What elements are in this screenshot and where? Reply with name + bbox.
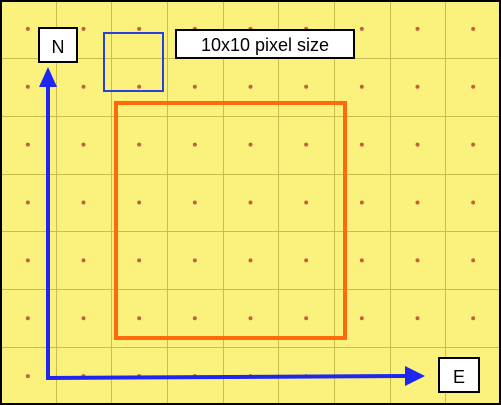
pixel-center-dot	[304, 258, 309, 263]
pixel-center-dot	[304, 84, 309, 89]
pixel-center-dot	[81, 26, 86, 31]
pixel-center-dot	[415, 316, 420, 321]
north-label-text: N	[52, 37, 65, 57]
pixel-center-dot	[304, 316, 309, 321]
pixel-center-dot	[192, 142, 197, 147]
pixel-center-dot	[471, 84, 476, 89]
pixel-center-dot	[304, 200, 309, 205]
pixel-center-dot	[359, 258, 364, 263]
pixel-center-dot	[81, 84, 86, 89]
pixel-center-dot	[359, 200, 364, 205]
pixel-center-dot	[471, 316, 476, 321]
pixel-center-dot	[471, 142, 476, 147]
pixel-center-dot	[471, 258, 476, 263]
pixel-center-dot	[415, 84, 420, 89]
pixel-size-note-text: 10x10 pixel size	[201, 35, 329, 55]
pixel-center-dot	[248, 316, 253, 321]
pixel-center-dot	[137, 258, 142, 263]
pixel-center-dot	[304, 142, 309, 147]
pixel-center-dot	[248, 84, 253, 89]
pixel-center-dot	[415, 200, 420, 205]
pixel-center-dot	[25, 374, 30, 379]
pixel-center-dot	[471, 26, 476, 31]
pixel-center-dot	[25, 142, 30, 147]
pixel-center-dot	[415, 26, 420, 31]
pixel-center-dot	[359, 142, 364, 147]
pixel-center-dot	[25, 258, 30, 263]
pixel-center-dot	[359, 316, 364, 321]
pixel-center-dot	[192, 316, 197, 321]
pixel-center-dot	[137, 26, 142, 31]
pixel-center-dot	[248, 258, 253, 263]
pixel-center-dot	[25, 84, 30, 89]
pixel-center-dot	[137, 142, 142, 147]
pixel-center-dot	[25, 316, 30, 321]
pixel-center-dot	[359, 84, 364, 89]
pixel-center-dot	[359, 26, 364, 31]
pixel-center-dot	[137, 84, 142, 89]
north-axis-arrow-icon	[39, 67, 57, 380]
pixel-center-dot	[25, 200, 30, 205]
pixel-center-dot	[248, 142, 253, 147]
pixel-center-dot	[137, 200, 142, 205]
pixel-center-dot	[81, 200, 86, 205]
pixel-center-dot	[415, 258, 420, 263]
pixel-center-dot	[471, 200, 476, 205]
north-label: N	[38, 27, 78, 63]
pixel-center-dot	[248, 200, 253, 205]
pixel-center-dot	[81, 316, 86, 321]
pixel-center-dot	[415, 142, 420, 147]
region-outline	[114, 101, 347, 340]
pixel-center-dot	[192, 258, 197, 263]
pixel-size-note: 10x10 pixel size	[175, 29, 355, 59]
pixel-center-dot	[81, 142, 86, 147]
pixel-center-dot	[137, 316, 142, 321]
east-label: E	[438, 357, 480, 393]
pixel-center-dot	[192, 200, 197, 205]
east-axis-arrow-icon	[45, 366, 425, 386]
pixel-center-dot	[25, 26, 30, 31]
pixel-center-dot	[192, 84, 197, 89]
single-pixel-outline	[103, 32, 164, 92]
east-label-text: E	[453, 367, 465, 387]
pixel-center-dot	[81, 258, 86, 263]
